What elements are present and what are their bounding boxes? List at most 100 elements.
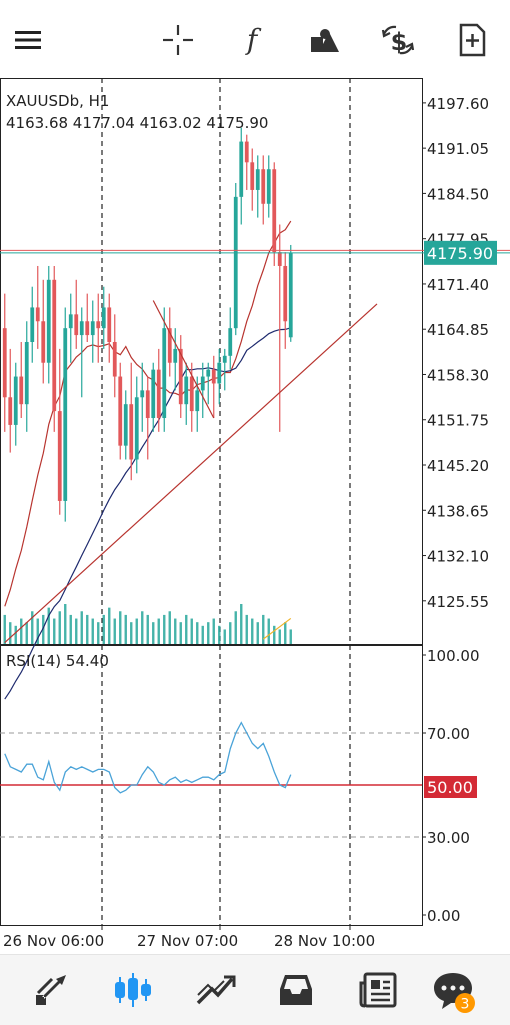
volume-bar <box>207 622 210 644</box>
volume-bar <box>218 625 221 644</box>
volume-bar <box>223 629 226 644</box>
main-panel-frame <box>0 78 423 645</box>
price-tick-label: 4184.50 <box>427 185 489 203</box>
rsi-label: RSI(14) 54.40 <box>6 652 109 670</box>
volume-bar <box>97 622 100 644</box>
rsi-line <box>4 721 292 794</box>
symbol-icon[interactable]: $ <box>378 20 418 60</box>
candle-body <box>228 328 233 356</box>
volume-bar <box>240 604 243 644</box>
rsi-level-tag-bg <box>424 776 477 798</box>
menu-icon[interactable] <box>8 20 48 60</box>
volume-trend-line <box>262 617 292 640</box>
candle-body <box>68 314 73 329</box>
rsi-tick-label: 70.00 <box>427 725 470 743</box>
candle-body <box>145 390 150 419</box>
candle-body <box>52 279 57 412</box>
candle-body <box>90 321 95 336</box>
candle-body <box>261 169 266 204</box>
crosshair-icon[interactable] <box>158 20 198 60</box>
volume-bar <box>289 629 292 644</box>
price-tick-label: 4171.40 <box>427 276 489 294</box>
volume-bar <box>135 618 138 644</box>
candle-body <box>211 369 216 384</box>
volume-bar <box>262 614 265 644</box>
volume-bar <box>75 618 78 644</box>
volume-bar <box>141 611 144 644</box>
new-chart-icon[interactable] <box>452 20 492 60</box>
candle-body <box>24 341 29 405</box>
svg-text:$: $ <box>391 28 408 56</box>
history-icon[interactable] <box>275 969 317 1011</box>
trade-icon[interactable] <box>194 969 236 1011</box>
volume-bars <box>3 604 292 644</box>
rsi-axis: 100.00 70.00 30.00 0.00 <box>422 647 480 925</box>
candle-body <box>283 265 288 322</box>
chat-badge <box>455 993 475 1013</box>
candle-body <box>250 162 255 190</box>
volume-bar <box>25 622 28 644</box>
candle-body <box>156 369 161 419</box>
candle-body <box>74 314 79 336</box>
chat-badge-count: 3 <box>461 997 470 1013</box>
quotes-icon[interactable] <box>30 969 72 1011</box>
candle-body <box>173 348 178 363</box>
volume-bar <box>86 614 89 644</box>
candle-body <box>85 321 90 336</box>
chart-icon[interactable] <box>112 969 154 1011</box>
candle-body <box>151 369 156 419</box>
volume-bar <box>267 618 270 644</box>
volume-bar <box>179 622 182 644</box>
candle-body <box>266 169 271 204</box>
volume-bar <box>130 622 133 644</box>
volume-bar <box>42 614 45 644</box>
volume-bar <box>119 611 122 644</box>
candle-body <box>107 307 112 342</box>
candle-body <box>255 169 260 190</box>
price-tick-label: 4125.55 <box>427 593 489 611</box>
volume-bar <box>190 618 193 644</box>
candle-body <box>178 348 183 405</box>
news-icon[interactable] <box>357 969 399 1011</box>
volume-bar <box>20 618 23 644</box>
chart-area[interactable]: 4197.604191.054184.504177.954171.404164.… <box>0 78 510 954</box>
volume-bar <box>64 604 67 644</box>
volume-bar <box>31 611 34 644</box>
time-tick-label: 27 Nov 07:00 <box>137 932 238 950</box>
candle-body <box>129 404 134 460</box>
volume-bar <box>58 611 61 644</box>
volume-bar <box>152 622 155 644</box>
current-price-tag: 4175.90 <box>424 240 497 265</box>
volume-bar <box>3 614 6 644</box>
volume-bar <box>102 614 105 644</box>
volume-bar <box>91 618 94 644</box>
volume-bar <box>80 611 83 644</box>
candle-body <box>195 390 200 412</box>
candle-body <box>233 196 238 329</box>
candle-body <box>46 279 51 363</box>
chat-icon[interactable]: 3 <box>432 969 480 1017</box>
volume-bar <box>47 607 50 644</box>
candle-body <box>8 397 13 425</box>
volume-bar <box>174 618 177 644</box>
rsi-polyline <box>4 721 292 794</box>
volume-bar <box>245 614 248 644</box>
candle-body <box>217 362 222 384</box>
objects-icon[interactable] <box>305 20 345 60</box>
volume-bar <box>124 614 127 644</box>
rsi-tick-label: 100.00 <box>427 647 480 665</box>
candle-body <box>112 341 117 377</box>
candle-body <box>206 369 211 377</box>
svg-text:f: f <box>245 23 262 56</box>
price-tick-label: 4164.85 <box>427 321 489 339</box>
volume-bar <box>185 614 188 644</box>
price-tick-label: 4197.60 <box>427 95 489 113</box>
volume-bar <box>251 618 254 644</box>
price-tick-label: 4145.20 <box>427 457 489 475</box>
function-icon[interactable]: f <box>232 20 272 60</box>
candle-body <box>30 307 35 342</box>
bottom-navigation: 3 <box>0 954 510 1025</box>
volume-bar <box>163 614 166 644</box>
candle-body <box>244 141 249 163</box>
candles <box>2 127 293 522</box>
